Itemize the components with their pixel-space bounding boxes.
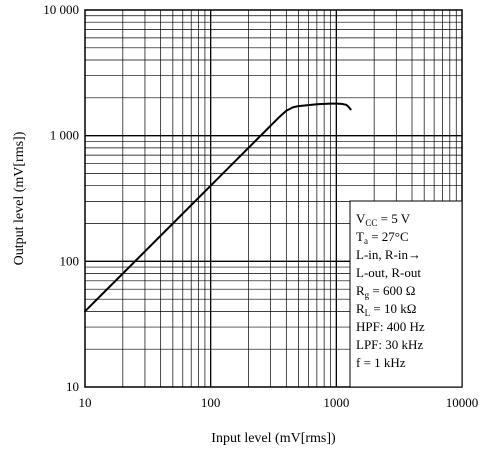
annotation-sub: a [364, 236, 368, 246]
annotation-rest: = 27°C [368, 229, 409, 244]
y-tick-label: 10 [66, 379, 79, 394]
annotation-rest: = 5 V [377, 211, 410, 226]
series-group [84, 102, 352, 313]
x-tick-label: 1000 [323, 395, 349, 410]
annotation-line: Ta = 27°C [356, 229, 409, 246]
annotation-sub: g [365, 290, 370, 300]
y-axis-label: Output level (mV[rms]) [12, 131, 27, 265]
annotation-line: RL = 10 kΩ [356, 301, 416, 318]
y-tick-label: 100 [60, 253, 80, 268]
annotation-rest: = 10 kΩ [370, 301, 416, 316]
annotation-main: R [356, 301, 365, 316]
annotation-line: f = 1 kHz [356, 355, 406, 370]
annotation-main: R [356, 283, 365, 298]
y-tick-label: 1 000 [50, 128, 79, 143]
annotation-line: HPF: 400 Hz [356, 319, 425, 334]
annotation-main: T [356, 229, 364, 244]
annotation-box [349, 200, 463, 388]
annotation-text: VCC = 5 VTa = 27°CL-in, R-in→L-out, R-ou… [356, 211, 425, 370]
x-tick-label: 100 [201, 395, 221, 410]
x-tick-label: 10000 [446, 395, 479, 410]
annotation-rest: = 600 Ω [369, 283, 415, 298]
y-tick-labels: 10 100 1 000 10 000 [43, 2, 79, 394]
annotation-main: L-in, R-in→ [356, 247, 421, 262]
x-axis-label: Input level (mV[rms]) [211, 431, 336, 446]
series-line [84, 102, 352, 313]
annotation-main: HPF: 400 Hz [356, 319, 425, 334]
annotation-line: L-in, R-in→ [356, 247, 421, 262]
annotation-line: LPF: 30 kHz [356, 337, 423, 352]
y-tick-label: 10 000 [43, 2, 79, 17]
annotation-main: f = 1 kHz [356, 355, 406, 370]
annotation-sub: L [365, 308, 371, 318]
annotation-main: LPF: 30 kHz [356, 337, 423, 352]
x-tick-label: 10 [79, 395, 92, 410]
x-tick-labels: 10 100 1000 10000 [79, 395, 479, 410]
annotation-main: L-out, R-out [356, 265, 421, 280]
annotation-line: Rg = 600 Ω [356, 283, 415, 300]
plot-area-frame [84, 9, 463, 388]
annotation-line: L-out, R-out [356, 265, 421, 280]
annotation-line: VCC = 5 V [356, 211, 411, 228]
annotation-sub: CC [365, 218, 377, 228]
annotation-main: V [356, 211, 366, 226]
